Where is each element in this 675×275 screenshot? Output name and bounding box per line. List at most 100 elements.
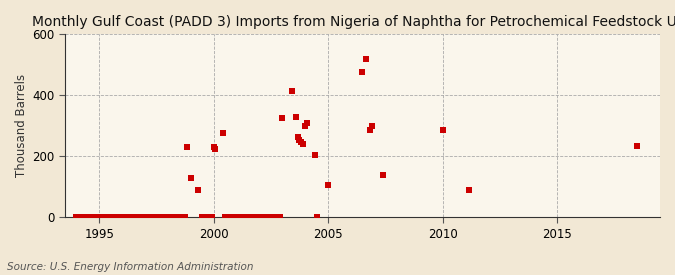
Point bbox=[294, 137, 305, 142]
Point bbox=[357, 70, 368, 75]
Point bbox=[300, 124, 310, 128]
Point bbox=[244, 215, 255, 219]
Point bbox=[141, 215, 152, 219]
Point bbox=[275, 215, 286, 219]
Point bbox=[176, 215, 186, 219]
Point bbox=[86, 215, 97, 219]
Point bbox=[186, 175, 196, 180]
Point bbox=[227, 215, 238, 219]
Point bbox=[117, 215, 128, 219]
Point bbox=[164, 215, 175, 219]
Point bbox=[193, 188, 204, 192]
Point bbox=[267, 215, 278, 219]
Point bbox=[286, 89, 297, 93]
Point bbox=[246, 215, 257, 219]
Point bbox=[235, 215, 246, 219]
Point bbox=[136, 215, 146, 219]
Point bbox=[90, 215, 101, 219]
Point bbox=[254, 215, 265, 219]
Point bbox=[210, 147, 221, 151]
Point bbox=[107, 215, 118, 219]
Point bbox=[219, 215, 230, 219]
Point bbox=[168, 215, 179, 219]
Point bbox=[239, 215, 250, 219]
Point bbox=[323, 183, 333, 188]
Point bbox=[271, 215, 282, 219]
Point bbox=[124, 215, 135, 219]
Point bbox=[309, 153, 320, 157]
Y-axis label: Thousand Barrels: Thousand Barrels bbox=[15, 74, 28, 177]
Point bbox=[96, 215, 107, 219]
Point bbox=[111, 215, 122, 219]
Point bbox=[378, 172, 389, 177]
Point bbox=[178, 215, 188, 219]
Point bbox=[78, 215, 89, 219]
Point bbox=[205, 215, 215, 219]
Point bbox=[130, 215, 141, 219]
Point bbox=[138, 215, 148, 219]
Point bbox=[180, 215, 190, 219]
Point bbox=[207, 215, 217, 219]
Point bbox=[264, 215, 275, 219]
Point bbox=[147, 215, 158, 219]
Point bbox=[126, 215, 137, 219]
Point bbox=[103, 215, 114, 219]
Point bbox=[94, 215, 105, 219]
Point bbox=[256, 215, 267, 219]
Point bbox=[157, 215, 167, 219]
Point bbox=[76, 215, 87, 219]
Point bbox=[208, 145, 219, 149]
Point bbox=[260, 215, 271, 219]
Point bbox=[80, 215, 91, 219]
Point bbox=[166, 215, 177, 219]
Point bbox=[292, 134, 303, 139]
Point bbox=[361, 57, 372, 61]
Point bbox=[121, 215, 132, 219]
Point bbox=[258, 215, 269, 219]
Point bbox=[159, 215, 169, 219]
Point bbox=[364, 128, 375, 133]
Point bbox=[225, 215, 236, 219]
Point bbox=[115, 215, 126, 219]
Point bbox=[161, 215, 171, 219]
Point bbox=[153, 215, 163, 219]
Point bbox=[290, 114, 301, 119]
Point bbox=[88, 215, 99, 219]
Point bbox=[84, 215, 95, 219]
Point bbox=[241, 215, 252, 219]
Point bbox=[73, 215, 84, 219]
Point bbox=[218, 131, 229, 136]
Point bbox=[140, 215, 151, 219]
Title: Monthly Gulf Coast (PADD 3) Imports from Nigeria of Naphtha for Petrochemical Fe: Monthly Gulf Coast (PADD 3) Imports from… bbox=[32, 15, 675, 29]
Point bbox=[109, 215, 120, 219]
Point bbox=[223, 215, 234, 219]
Point bbox=[170, 215, 181, 219]
Point bbox=[82, 215, 93, 219]
Point bbox=[105, 215, 116, 219]
Point bbox=[230, 215, 240, 219]
Point bbox=[632, 144, 643, 148]
Point bbox=[237, 215, 248, 219]
Point bbox=[202, 215, 213, 219]
Point bbox=[155, 215, 165, 219]
Point bbox=[75, 215, 86, 219]
Point bbox=[163, 215, 173, 219]
Point bbox=[151, 215, 162, 219]
Text: Source: U.S. Energy Information Administration: Source: U.S. Energy Information Administ… bbox=[7, 262, 253, 272]
Point bbox=[231, 215, 242, 219]
Point bbox=[250, 215, 261, 219]
Point bbox=[298, 141, 308, 146]
Point bbox=[242, 215, 253, 219]
Point bbox=[265, 215, 276, 219]
Point bbox=[128, 215, 139, 219]
Point bbox=[182, 145, 192, 149]
Point bbox=[273, 215, 284, 219]
Point bbox=[302, 120, 313, 125]
Point bbox=[437, 128, 448, 133]
Point bbox=[261, 215, 272, 219]
Point bbox=[296, 139, 306, 144]
Point bbox=[233, 215, 244, 219]
Point bbox=[144, 215, 155, 219]
Point bbox=[145, 215, 156, 219]
Point bbox=[174, 215, 185, 219]
